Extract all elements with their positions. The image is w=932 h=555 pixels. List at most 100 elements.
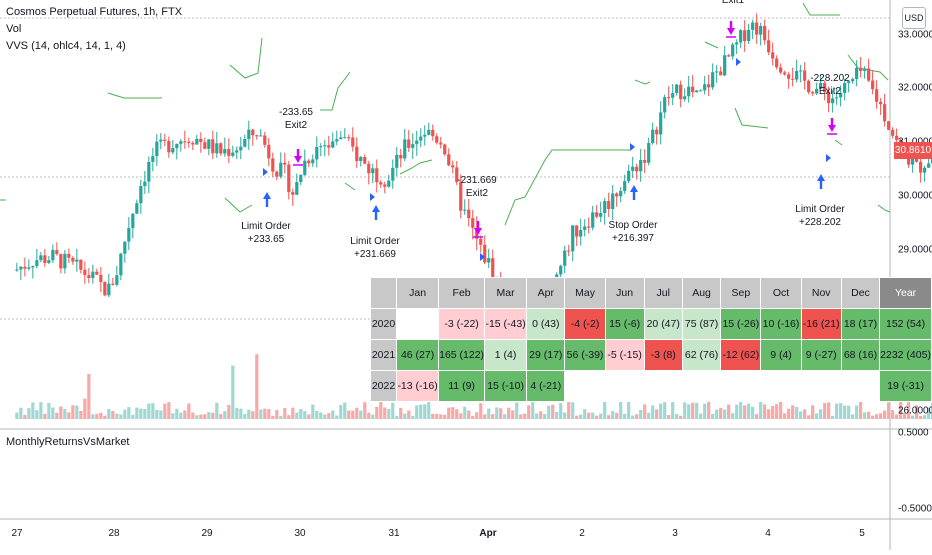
volume-bar [743,405,747,419]
volume-bar [215,402,219,419]
table-row: 2021 46 (27) 165 (122) 1 (4) 29 (17) 56 (-39)… [371,340,931,370]
candle-body [159,139,163,142]
volume-bar [695,402,699,419]
table-cell: 4 (-21) [527,371,565,401]
volume-bar [111,411,115,419]
volume-bar [187,403,191,419]
time-axis-tick: 31 [388,528,400,539]
candle-body [783,72,787,75]
volume-bar [59,406,63,419]
trade-annotation: Limit Order [241,221,291,232]
candle-body [19,266,23,270]
candle-body [83,269,87,276]
volume-bar [511,410,515,419]
table-column-header: Sep [721,278,761,308]
volume-bar [363,402,367,419]
currency-button[interactable]: USD [902,7,926,29]
volume-bar [563,412,567,419]
volume-bar [639,409,643,419]
volume-bar [519,414,523,419]
volume-bar [87,373,91,419]
candle-body [579,229,583,237]
volume-bar [251,411,255,419]
trailing-stop-line [229,37,263,79]
table-cell: 152 (54) [880,309,931,339]
volume-bar [271,415,275,419]
candle-body [375,168,379,183]
volume-bar [507,407,511,419]
volume-bar [299,409,303,419]
volume-bar [283,408,287,419]
candle-body [587,226,591,228]
candle-body [363,157,367,164]
vvs-indicator-label[interactable]: VVS (14, ohlc4, 14, 1, 4) [6,40,126,52]
volume-bar [235,408,239,419]
candle-body [583,226,587,230]
volume-bar [791,405,795,419]
volume-bar [67,412,71,419]
candle-body [563,250,567,266]
volume-bar [31,402,35,419]
volume-bar [391,402,395,419]
candle-body [715,71,719,73]
candle-body [771,52,775,59]
candle-body [839,92,843,98]
trade-annotation: -228.202 [810,73,850,84]
exit-arrow-icon [828,118,836,132]
candle-body [399,154,403,159]
candle-body [415,140,419,145]
price-axis-tick: 32.0000 [898,83,932,94]
volume-bar [255,354,259,419]
volume-bar [591,412,595,419]
volume-bar [611,411,615,419]
volume-bar [543,414,547,419]
candle-body [299,174,303,183]
candle-body [411,144,415,148]
candle-body [635,166,639,172]
candle-body [423,134,427,137]
table-column-header: Jan [397,278,439,308]
chart-title[interactable]: Cosmos Perpetual Futures, 1h, FTX [6,6,183,18]
volume-bar [483,414,487,419]
table-cell: 19 (-31) [880,371,931,401]
volume-bar [539,411,543,419]
candle-body [343,137,347,139]
volume-bar [463,406,467,419]
vol-indicator-label[interactable]: Vol [6,23,22,35]
volume-bar [79,410,83,419]
volume-bar [383,407,387,419]
monthly-returns-label[interactable]: MonthlyReturnsVsMarket [6,436,130,448]
candle-body [767,40,771,53]
volume-bar [43,413,47,419]
candle-body [151,156,155,162]
candle-body [927,163,931,168]
candle-body [43,255,47,264]
table-row-year: 2022 [371,371,397,401]
candle-body [471,218,475,228]
candle-body [731,44,735,57]
sub-axis-tick: -0.5000 [898,504,932,515]
candle-body [127,228,131,242]
candle-body [855,67,859,79]
trailing-stop-line [802,2,840,16]
volume-bar [719,407,723,419]
table-cell: 29 (17) [527,340,565,370]
candle-body [47,260,51,264]
table-cell [842,371,879,401]
candle-body [671,93,675,98]
volume-bar [387,409,391,419]
volume-bar [707,393,711,419]
candle-body [351,137,355,147]
volume-bar [447,407,451,419]
volume-bar [887,402,891,419]
candle-body [591,212,595,228]
candle-body [647,143,651,163]
volume-bar [575,415,579,419]
volume-bar [491,414,495,419]
volume-bar [183,410,187,419]
table-cell: -12 (62) [721,340,761,370]
volume-bar [775,404,779,419]
volume-bar [323,414,327,419]
candle-body [191,142,195,145]
